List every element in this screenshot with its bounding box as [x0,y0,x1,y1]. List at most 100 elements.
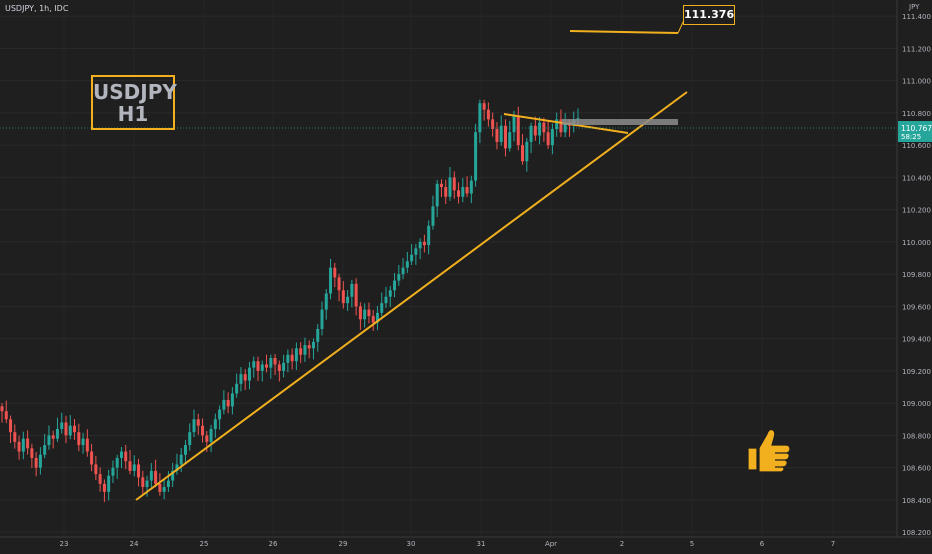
candle [94,455,98,481]
candle-body [350,283,354,297]
current-price-tag [898,121,932,142]
candle [111,460,115,484]
candle [201,418,205,443]
candle [85,429,89,457]
thumbs-up-icon[interactable] [742,424,794,476]
y-tick-label: 110.000 [902,239,931,247]
candle [34,452,38,477]
x-tick-label: 5 [690,540,694,548]
candle [158,473,162,496]
candle-body [303,345,307,355]
candle-body [201,425,205,436]
candle-body [367,309,371,317]
candle-body [209,428,213,442]
candle-body [277,364,281,371]
candle [162,479,166,500]
candle [145,475,149,497]
candle [77,423,81,452]
candle [333,262,337,288]
x-tick-label: 2 [620,540,624,548]
drawings-layer[interactable] [0,19,897,501]
y-tick-label: 110.600 [902,142,931,150]
candle-body [457,190,461,197]
candle [410,244,414,266]
candle-body [55,428,59,439]
candle-body [179,454,183,465]
candle [388,285,392,307]
candle-body [132,464,136,471]
candle [213,413,217,438]
candle [533,116,537,141]
x-tick-label: 7 [831,540,835,548]
ascending-trendline[interactable] [135,91,688,501]
candle [363,303,367,328]
candle-body [435,183,439,207]
candle-body [26,438,30,449]
candle [358,302,362,330]
candle [290,348,294,370]
candle [516,106,520,151]
candle [491,112,495,137]
candle-body [397,274,401,281]
target-price-callout[interactable]: 111.376 [683,5,735,25]
candle [538,116,542,145]
candle-body [363,309,367,320]
candle-body [516,116,520,146]
candle-body [60,422,64,429]
candle-body [141,477,145,488]
x-tick-label: 29 [339,540,348,548]
symbol-header: USDJPY, 1h, IDC [5,4,69,13]
target-line[interactable] [569,30,679,34]
candle-countdown: 58:25 [901,133,921,141]
candle-body [538,122,542,136]
candle-body [43,445,47,455]
candle-body [542,122,546,133]
candle-body [329,267,333,294]
candle [324,289,328,320]
candle-body [422,241,426,246]
candle [102,479,106,503]
candle [495,122,499,150]
pair-title-box[interactable]: USDJPY H1 [91,75,177,130]
candle-body [410,254,414,262]
candle-body [333,267,337,278]
candle [13,424,17,449]
candle-body [576,118,580,120]
candle-body [175,464,179,471]
candle-body [252,361,256,368]
candle [124,444,128,470]
candle-body [145,480,149,488]
candle [256,356,260,381]
candle [439,179,443,198]
candle [73,419,77,440]
candle-body [474,132,478,181]
candle [457,182,461,204]
candle-body [448,177,452,197]
y-tick-label: 108.200 [902,529,931,537]
candle [521,134,525,165]
candle [444,179,448,205]
candle-body [68,425,72,436]
candle [478,99,482,144]
y-tick-label: 111.000 [902,78,931,86]
candle [115,454,119,479]
candle-body [213,419,217,429]
candle [149,463,153,488]
candle-body [525,141,529,162]
candle [90,443,94,472]
resistance-zone[interactable] [562,119,678,125]
candle-body [222,399,226,410]
candle-body [4,411,8,420]
candle [0,403,4,423]
candle-body [508,132,512,149]
candle-body [73,425,77,433]
candle-body [337,277,341,291]
candle [367,302,371,324]
candle-body [77,432,81,446]
candle [21,431,25,460]
x-tick-label: 24 [130,540,139,548]
candle [4,400,8,424]
